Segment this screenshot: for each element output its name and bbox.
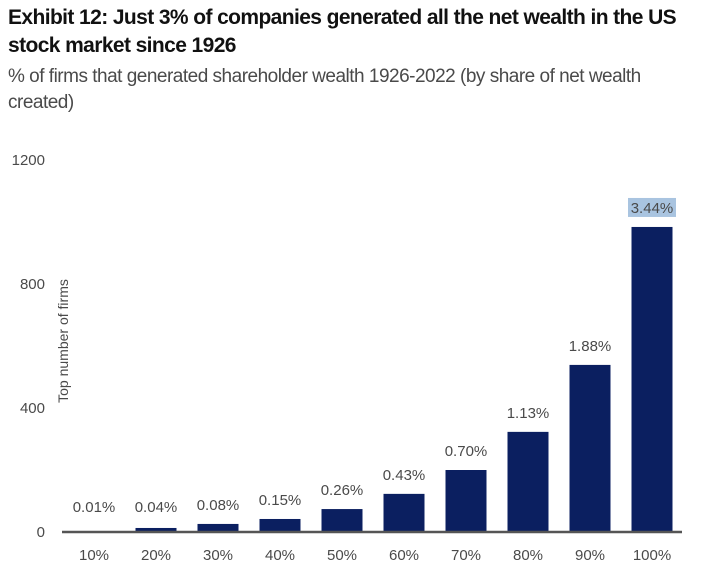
bar [383,493,425,532]
data-label: 0.01% [73,499,116,516]
bars [73,226,673,533]
data-label: 0.08% [197,497,240,514]
x-tick-label: 80% [513,547,543,564]
data-label: 1.13% [507,405,550,422]
bar [259,518,301,532]
x-tick-label: 30% [203,547,233,564]
y-axis-label: Top number of firms [55,279,71,403]
bar [631,226,673,532]
x-tick-label: 10% [79,547,109,564]
data-label: 1.88% [569,338,612,355]
y-tick-label: 800 [20,276,45,293]
chart-subtitle: % of firms that generated shareholder we… [8,66,641,113]
bar [197,523,239,532]
data-label: 0.70% [445,443,488,460]
x-tick-label: 70% [451,547,481,564]
x-tick-label: 60% [389,547,419,564]
x-tick-label: 20% [141,547,171,564]
x-tick-label: 90% [575,547,605,564]
data-label: 0.26% [321,482,364,499]
x-tick-label: 50% [327,547,357,564]
bar [321,509,363,532]
y-tick-label: 400 [20,400,45,417]
x-tick-label: 100% [633,547,671,564]
bar [507,431,549,532]
data-label: 3.44% [631,200,674,217]
x-axis-ticks: 10% 20% 30% 40% 50% 60% 70% 80% 90% 100% [79,547,671,564]
bar [569,364,611,532]
bar [135,527,177,532]
y-axis-ticks: 0 400 800 1200 [12,152,45,541]
data-label: 0.04% [135,499,178,516]
y-tick-label: 0 [37,524,45,541]
bar [445,470,487,532]
data-label-highlight [628,197,676,217]
data-label: 0.43% [383,467,426,484]
chart-title: Exhibit 12: Just 3% of companies generat… [8,6,677,57]
y-tick-label: 1200 [12,152,45,169]
data-labels: 0.01% 0.04% 0.08% 0.15% 0.26% 0.43% 0.70% 1.13%… [73,197,676,516]
data-label: 0.15% [259,492,302,509]
x-tick-label: 40% [265,547,295,564]
